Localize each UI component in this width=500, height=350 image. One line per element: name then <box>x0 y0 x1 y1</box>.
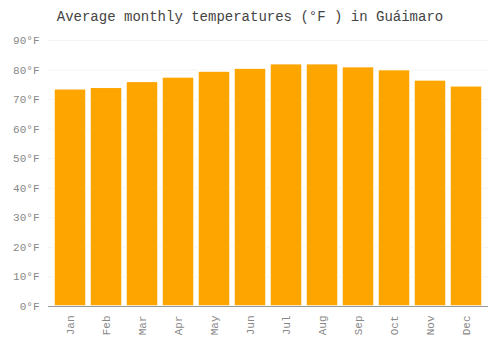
svg-text:70°F: 70°F <box>13 94 39 106</box>
svg-text:Jun: Jun <box>245 316 257 336</box>
svg-text:Aug: Aug <box>317 316 329 336</box>
svg-text:50°F: 50°F <box>13 153 39 165</box>
svg-text:May: May <box>209 315 221 335</box>
svg-text:Apr: Apr <box>173 316 185 336</box>
svg-text:Jul: Jul <box>281 316 293 336</box>
svg-text:Oct: Oct <box>389 316 401 336</box>
svg-text:90°F: 90°F <box>13 35 39 47</box>
svg-text:Dec: Dec <box>461 316 473 336</box>
svg-text:Feb: Feb <box>101 316 113 336</box>
svg-text:20°F: 20°F <box>13 242 39 254</box>
html-text:Average monthly temperatures (: Average monthly temperatures (°F ) in Gu… <box>56 9 444 25</box>
svg-text:Mar: Mar <box>137 316 149 336</box>
svg-text:40°F: 40°F <box>13 183 39 195</box>
svg-text:10°F: 10°F <box>13 271 39 283</box>
svg-text:Jan: Jan <box>65 316 77 336</box>
svg-text:Nov: Nov <box>425 315 437 335</box>
svg-text:30°F: 30°F <box>13 212 39 224</box>
svg-text:60°F: 60°F <box>13 124 39 136</box>
svg-text:80°F: 80°F <box>13 65 39 77</box>
svg-text:0°F: 0°F <box>20 301 40 313</box>
svg-text:Sep: Sep <box>353 316 365 336</box>
